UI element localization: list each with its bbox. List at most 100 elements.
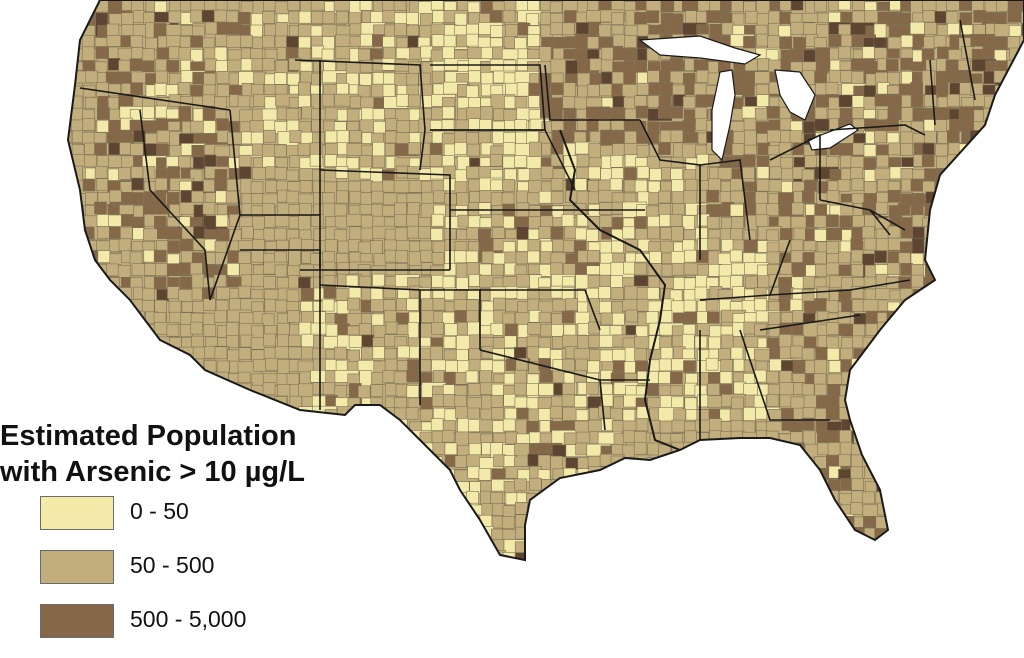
county-cell [408,95,420,107]
county-cell [1006,586,1018,598]
county-cell [695,444,707,456]
county-cell [838,0,850,10]
county-cell [672,263,684,275]
county-cell [647,71,659,83]
legend-item-mid: 50 - 500 [0,550,360,586]
county-cell [397,94,409,106]
county-cell [528,505,540,517]
county-cell [852,179,864,191]
county-cell [574,97,586,109]
county-cell [386,322,398,334]
county-cell [1019,602,1024,614]
county-cell [493,121,505,133]
county-cell [455,590,467,614]
county-cell [996,528,1008,540]
county-cell [287,36,299,48]
county-cell [721,613,733,620]
county-cell [983,373,1007,385]
county-cell [913,481,925,493]
county-cell [709,538,721,550]
county-cell [852,108,864,120]
county-cell [829,35,841,47]
county-cell [551,590,563,614]
county-cell [433,241,445,253]
county-cell [853,143,865,155]
county-cell [120,361,132,373]
county-cell [601,60,613,72]
county-cell [624,168,636,180]
county-cell [852,455,864,467]
county-cell [913,384,925,396]
county-cell [757,493,769,505]
county-cell [768,313,780,325]
county-cell [359,529,371,541]
county-cell [1009,180,1024,192]
county-cell [950,431,974,455]
county-cell [973,274,985,286]
county-cell [263,130,275,142]
county-cell [913,312,925,336]
county-cell [576,443,588,455]
county-cell [410,553,422,565]
county-cell [803,121,815,133]
county-cell [708,238,720,250]
county-cell [169,301,181,313]
county-cell [815,204,827,216]
county-cell [841,479,853,491]
county-cell [722,530,734,542]
county-cell [599,491,623,503]
county-cell [144,338,156,362]
county-cell [588,37,600,49]
county-cell [275,73,287,85]
county-cell [862,226,874,238]
county-cell [936,324,948,336]
county-cell [60,276,72,288]
county-cell [612,72,624,84]
county-cell [780,527,804,551]
county-cell [634,217,646,229]
county-cell [298,277,310,289]
county-cell [683,612,695,620]
county-cell [922,410,934,434]
county-cell [442,430,454,442]
county-cell [924,539,936,563]
county-cell [228,350,240,362]
county-cell [875,469,899,481]
county-cell [334,347,346,359]
county-cell [72,265,96,277]
county-cell [791,0,803,10]
county-cell [588,540,600,552]
county-cell [286,170,298,182]
county-cell [109,143,121,155]
county-cell [578,323,590,335]
county-cell [191,372,203,384]
county-cell [671,106,683,118]
county-cell [902,362,914,374]
county-cell [766,371,778,383]
county-cell [997,227,1021,239]
county-cell [385,481,397,493]
county-cell [191,10,203,22]
county-cell [491,395,503,407]
county-cell [911,95,923,107]
county-cell [877,575,901,587]
county-cell [203,202,215,214]
county-cell [709,179,721,191]
county-cell [827,601,839,613]
county-cell [710,430,722,442]
county-cell [217,131,229,143]
county-cell [242,227,254,239]
county-cell [792,586,804,598]
county-cell [551,83,563,95]
county-cell [686,132,698,144]
county-cell [406,407,418,419]
county-cell [731,347,743,359]
county-cell [996,611,1020,620]
county-cell [383,504,395,528]
county-cell [901,445,925,469]
county-cell [983,478,995,490]
county-cell [157,48,169,60]
county-cell [467,588,479,612]
county-cell [636,229,648,241]
county-cell [611,504,635,516]
